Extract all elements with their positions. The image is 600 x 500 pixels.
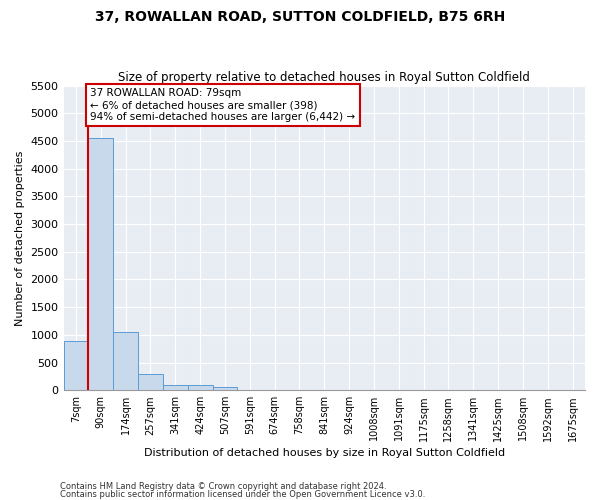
Bar bbox=[138, 374, 163, 390]
Bar bbox=[212, 387, 238, 390]
Bar bbox=[113, 332, 138, 390]
Text: Contains public sector information licensed under the Open Government Licence v3: Contains public sector information licen… bbox=[60, 490, 425, 499]
Text: 37, ROWALLAN ROAD, SUTTON COLDFIELD, B75 6RH: 37, ROWALLAN ROAD, SUTTON COLDFIELD, B75… bbox=[95, 10, 505, 24]
Title: Size of property relative to detached houses in Royal Sutton Coldfield: Size of property relative to detached ho… bbox=[118, 72, 530, 85]
X-axis label: Distribution of detached houses by size in Royal Sutton Coldfield: Distribution of detached houses by size … bbox=[144, 448, 505, 458]
Bar bbox=[188, 385, 212, 390]
Bar bbox=[88, 138, 113, 390]
Text: Contains HM Land Registry data © Crown copyright and database right 2024.: Contains HM Land Registry data © Crown c… bbox=[60, 482, 386, 491]
Bar bbox=[64, 342, 88, 390]
Y-axis label: Number of detached properties: Number of detached properties bbox=[15, 150, 25, 326]
Text: 37 ROWALLAN ROAD: 79sqm
← 6% of detached houses are smaller (398)
94% of semi-de: 37 ROWALLAN ROAD: 79sqm ← 6% of detached… bbox=[91, 88, 355, 122]
Bar bbox=[163, 385, 188, 390]
